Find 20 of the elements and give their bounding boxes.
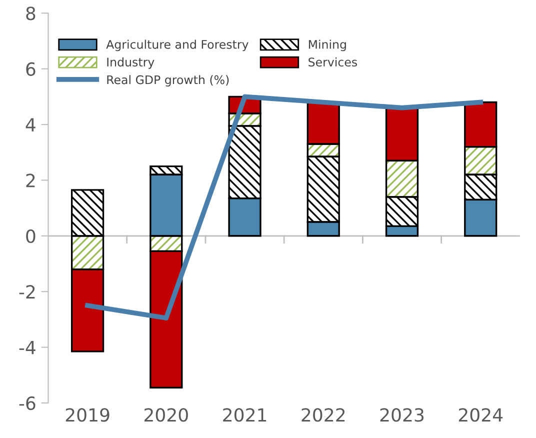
x-tick-label: 2021 — [223, 408, 266, 422]
y-tick-label: -4 — [19, 340, 36, 354]
y-tick-label: -2 — [19, 285, 35, 298]
x-tick-label: 2020 — [144, 408, 188, 422]
y-tick-label: 8 — [26, 6, 36, 20]
y-tick-label: 4 — [26, 118, 36, 132]
x-tick-label: 2022 — [302, 408, 345, 422]
y-tick-label: 2 — [26, 174, 35, 188]
x-tick-label: 2019 — [66, 408, 110, 422]
line-series — [85, 94, 484, 320]
x-tick-label: 2023 — [380, 408, 424, 422]
y-tick-label: 0 — [26, 229, 36, 244]
legend-label: Real GDP growth (%) — [107, 75, 229, 87]
legend-label: Mining — [308, 40, 346, 52]
x-tick-label: 2024 — [458, 408, 503, 422]
y-tick-label: 6 — [26, 62, 36, 76]
legend-label: Industry — [107, 57, 154, 69]
y-tick-label: -6 — [19, 396, 36, 410]
legend-label: Services — [308, 57, 358, 67]
legend-label: Agriculture and Forestry — [106, 40, 248, 52]
